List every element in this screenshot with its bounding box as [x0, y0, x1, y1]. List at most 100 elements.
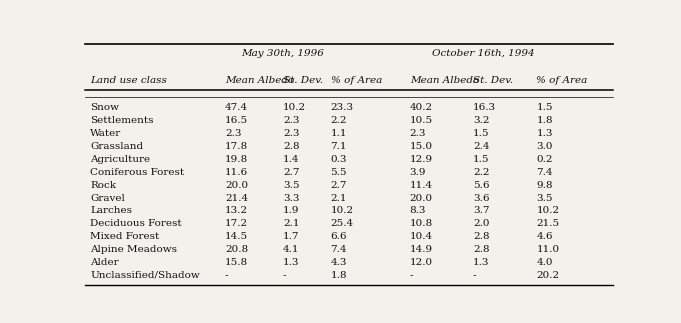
Text: 5.5: 5.5	[330, 168, 347, 177]
Text: 3.2: 3.2	[473, 116, 490, 125]
Text: 7.4: 7.4	[330, 245, 347, 254]
Text: 10.2: 10.2	[537, 206, 560, 215]
Text: 3.5: 3.5	[537, 193, 553, 203]
Text: 11.6: 11.6	[225, 168, 248, 177]
Text: 6.6: 6.6	[330, 232, 347, 241]
Text: 2.8: 2.8	[283, 142, 300, 151]
Text: 2.7: 2.7	[330, 181, 347, 190]
Text: 2.2: 2.2	[330, 116, 347, 125]
Text: 21.5: 21.5	[537, 219, 560, 228]
Text: St. Dev.: St. Dev.	[473, 76, 513, 85]
Text: 14.5: 14.5	[225, 232, 248, 241]
Text: 8.3: 8.3	[410, 206, 426, 215]
Text: Rock: Rock	[91, 181, 116, 190]
Text: St. Dev.: St. Dev.	[283, 76, 323, 85]
Text: 12.0: 12.0	[410, 258, 433, 267]
Text: Coniferous Forest: Coniferous Forest	[91, 168, 185, 177]
Text: 15.0: 15.0	[410, 142, 433, 151]
Text: 1.5: 1.5	[537, 103, 553, 112]
Text: 19.8: 19.8	[225, 155, 248, 164]
Text: 10.8: 10.8	[410, 219, 433, 228]
Text: 1.3: 1.3	[473, 258, 490, 267]
Text: Mean Albedo: Mean Albedo	[225, 76, 294, 85]
Text: 3.5: 3.5	[283, 181, 300, 190]
Text: 1.9: 1.9	[283, 206, 300, 215]
Text: Water: Water	[91, 129, 122, 138]
Text: 4.0: 4.0	[537, 258, 553, 267]
Text: 15.8: 15.8	[225, 258, 248, 267]
Text: 1.4: 1.4	[283, 155, 300, 164]
Text: 1.5: 1.5	[473, 155, 490, 164]
Text: 1.8: 1.8	[537, 116, 553, 125]
Text: Mixed Forest: Mixed Forest	[91, 232, 159, 241]
Text: 17.2: 17.2	[225, 219, 248, 228]
Text: % of Area: % of Area	[537, 76, 588, 85]
Text: 3.6: 3.6	[473, 193, 490, 203]
Text: Larches: Larches	[91, 206, 132, 215]
Text: 7.1: 7.1	[330, 142, 347, 151]
Text: 16.3: 16.3	[473, 103, 496, 112]
Text: Deciduous Forest: Deciduous Forest	[91, 219, 182, 228]
Text: 2.3: 2.3	[225, 129, 242, 138]
Text: Land use class: Land use class	[91, 76, 168, 85]
Text: Agriculture: Agriculture	[91, 155, 151, 164]
Text: 1.7: 1.7	[283, 232, 300, 241]
Text: 3.3: 3.3	[283, 193, 300, 203]
Text: 1.5: 1.5	[473, 129, 490, 138]
Text: 2.3: 2.3	[283, 116, 300, 125]
Text: 10.5: 10.5	[410, 116, 433, 125]
Text: 2.7: 2.7	[283, 168, 300, 177]
Text: 3.7: 3.7	[473, 206, 490, 215]
Text: -: -	[225, 271, 229, 280]
Text: -: -	[473, 271, 477, 280]
Text: Grassland: Grassland	[91, 142, 144, 151]
Text: 10.2: 10.2	[330, 206, 353, 215]
Text: -: -	[410, 271, 413, 280]
Text: October 16th, 1994: October 16th, 1994	[432, 49, 535, 58]
Text: 1.8: 1.8	[330, 271, 347, 280]
Text: -: -	[283, 271, 287, 280]
Text: 3.9: 3.9	[410, 168, 426, 177]
Text: 7.4: 7.4	[537, 168, 553, 177]
Text: 9.8: 9.8	[537, 181, 553, 190]
Text: Settlements: Settlements	[91, 116, 154, 125]
Text: 2.8: 2.8	[473, 245, 490, 254]
Text: 40.2: 40.2	[410, 103, 433, 112]
Text: 2.0: 2.0	[473, 219, 490, 228]
Text: 20.0: 20.0	[225, 181, 248, 190]
Text: 25.4: 25.4	[330, 219, 353, 228]
Text: 20.8: 20.8	[225, 245, 248, 254]
Text: 20.2: 20.2	[537, 271, 560, 280]
Text: 1.3: 1.3	[283, 258, 300, 267]
Text: 2.2: 2.2	[473, 168, 490, 177]
Text: 2.1: 2.1	[283, 219, 300, 228]
Text: 47.4: 47.4	[225, 103, 248, 112]
Text: 0.3: 0.3	[330, 155, 347, 164]
Text: May 30th, 1996: May 30th, 1996	[242, 49, 324, 58]
Text: 14.9: 14.9	[410, 245, 433, 254]
Text: 20.0: 20.0	[410, 193, 433, 203]
Text: Snow: Snow	[91, 103, 119, 112]
Text: 4.1: 4.1	[283, 245, 300, 254]
Text: Mean Albedo: Mean Albedo	[410, 76, 479, 85]
Text: 1.1: 1.1	[330, 129, 347, 138]
Text: 2.3: 2.3	[410, 129, 426, 138]
Text: 11.4: 11.4	[410, 181, 433, 190]
Text: 1.3: 1.3	[537, 129, 553, 138]
Text: Gravel: Gravel	[91, 193, 125, 203]
Text: 10.4: 10.4	[410, 232, 433, 241]
Text: 17.8: 17.8	[225, 142, 248, 151]
Text: 5.6: 5.6	[473, 181, 490, 190]
Text: 2.8: 2.8	[473, 232, 490, 241]
Text: 12.9: 12.9	[410, 155, 433, 164]
Text: 2.3: 2.3	[283, 129, 300, 138]
Text: 4.6: 4.6	[537, 232, 553, 241]
Text: 4.3: 4.3	[330, 258, 347, 267]
Text: 13.2: 13.2	[225, 206, 248, 215]
Text: 11.0: 11.0	[537, 245, 560, 254]
Text: % of Area: % of Area	[330, 76, 382, 85]
Text: 16.5: 16.5	[225, 116, 248, 125]
Text: Alpine Meadows: Alpine Meadows	[91, 245, 178, 254]
Text: 3.0: 3.0	[537, 142, 553, 151]
Text: Alder: Alder	[91, 258, 119, 267]
